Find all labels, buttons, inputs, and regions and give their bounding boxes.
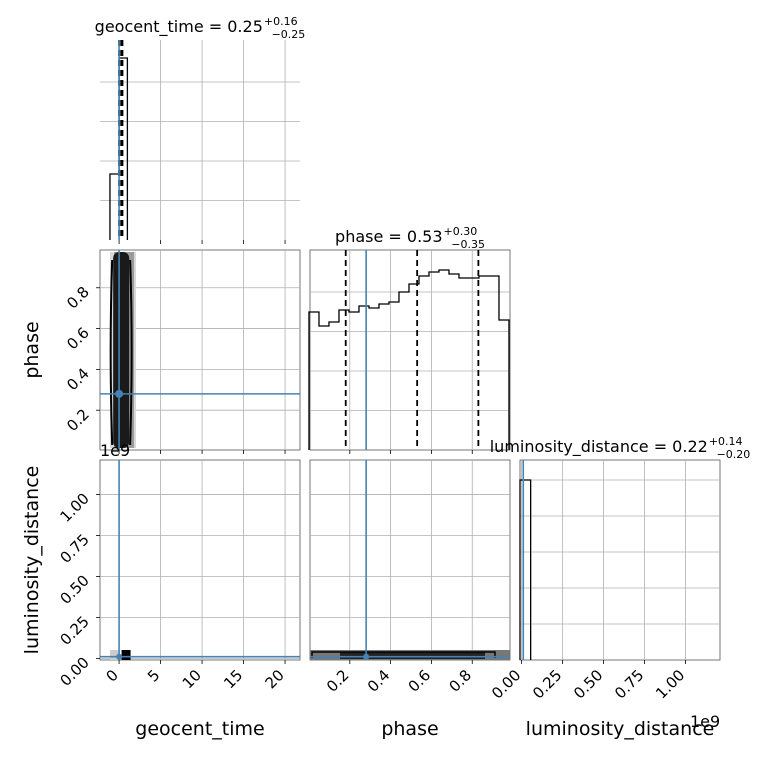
density-band-core — [340, 652, 485, 659]
density-contour — [129, 259, 133, 446]
density-block — [110, 650, 120, 660]
title-geocent-time-upper: +0.16 — [264, 15, 298, 28]
offset-label-left: 1e9 — [100, 441, 130, 460]
x-tick-label: 10 — [179, 666, 205, 692]
y-tick-label: 0.4 — [63, 364, 93, 394]
x-tick-label: 0.4 — [364, 666, 394, 696]
xlabel-geocent-time: geocent_time — [135, 718, 264, 740]
hist-luminosity-distance — [519, 479, 532, 660]
title-geocent-time-lower: −0.25 — [272, 28, 306, 41]
x-tick-label: 15 — [220, 666, 246, 692]
xlabel-phase: phase — [381, 718, 438, 740]
truth-marker — [116, 653, 123, 660]
title-geocent-time: geocent_time = 0.25+0.16 −0.25 — [95, 15, 306, 41]
x-tick-label: 0.00 — [488, 666, 524, 702]
x-tick-label: 0.50 — [570, 666, 606, 702]
ylabel-phase: phase — [21, 321, 43, 378]
y-tick-label: 0.2 — [63, 405, 93, 435]
y-tick-label: 0.00 — [56, 653, 92, 689]
y-tick-label: 0.8 — [63, 283, 93, 313]
title-phase-lower: −0.35 — [451, 238, 485, 251]
title-luminosity-distance-lower: −0.20 — [717, 448, 751, 461]
panel-frame-dist-vs-geocent — [99, 459, 301, 661]
x-tick-label: 0.2 — [323, 666, 353, 696]
panel-frame-dist-hist — [519, 459, 721, 661]
truth-marker — [115, 389, 124, 398]
ylabel-luminosity-distance: luminosity_distance — [21, 466, 43, 655]
density-core — [113, 252, 130, 448]
x-tick-label: 20 — [262, 666, 288, 692]
title-luminosity-distance-upper: +0.14 — [709, 435, 743, 448]
xlabel-luminosity-distance: luminosity_distance — [526, 718, 715, 740]
truth-marker — [363, 653, 370, 660]
title-phase-upper: +0.30 — [444, 225, 478, 238]
grid-layer — [100, 40, 720, 660]
y-tick-label: 0.25 — [56, 612, 92, 648]
x-tick-label: 0.8 — [445, 666, 475, 696]
x-tick-label: 5 — [144, 666, 163, 685]
density-block — [121, 650, 131, 660]
density-contour — [109, 259, 114, 446]
offset-label-bottom-right: 1e9 — [690, 712, 720, 731]
panel-frame-phase-hist — [309, 249, 511, 451]
y-tick-label: 0.75 — [56, 531, 92, 567]
x-tick-label: 0 — [102, 666, 121, 685]
hist-phase — [308, 269, 510, 450]
x-tick-label: 1.00 — [652, 666, 688, 702]
x-tick-label: 0.6 — [405, 666, 435, 696]
panel-frame-dist-vs-phase — [309, 459, 511, 661]
hist-layer — [109, 40, 532, 660]
density-contour — [311, 651, 496, 658]
x-tick-label: 0.75 — [611, 666, 647, 702]
y-tick-label: 1.00 — [56, 490, 92, 526]
y-tick-label: 0.6 — [63, 324, 93, 354]
panel-frame-phase-vs-geocent — [99, 249, 301, 451]
title-luminosity-distance: luminosity_distance = 0.22+0.14 −0.20 — [490, 435, 751, 461]
truth-layer — [100, 40, 525, 660]
tick-layer: 0 5 10 15 20 0.2 0.4 0.6 0.8 0.00 0.25 0.50 0.75 1.00… — [56, 240, 688, 702]
x-tick-label: 0.25 — [529, 666, 565, 702]
y-tick-label: 0.50 — [56, 571, 92, 607]
title-phase: phase = 0.53+0.30 −0.35 — [335, 225, 485, 251]
